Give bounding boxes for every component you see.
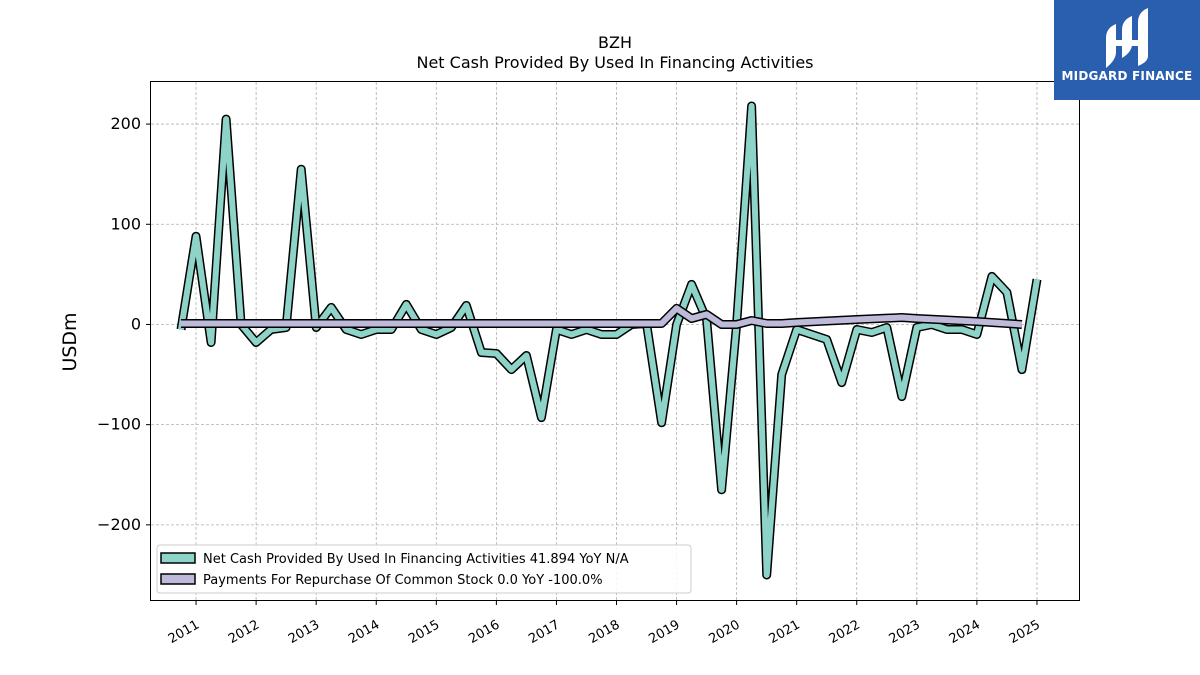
y-tick-label: −100 (97, 415, 141, 434)
chart-title: BZH (598, 33, 632, 52)
y-tick-label: 200 (110, 114, 141, 133)
brand-logo: MIDGARD FINANCE (1054, 0, 1200, 100)
y-tick-label: 100 (110, 214, 141, 233)
legend-swatch (160, 552, 196, 564)
x-tick-label: 2016 (466, 617, 502, 647)
x-tick-label: 2022 (827, 617, 863, 647)
legend-label: Net Cash Provided By Used In Financing A… (203, 552, 629, 567)
legend: Net Cash Provided By Used In Financing A… (156, 544, 692, 594)
x-tick-label: 2013 (286, 617, 322, 647)
x-tick-label: 2024 (947, 617, 983, 647)
y-tick-label: −200 (97, 515, 141, 534)
series-layer (176, 101, 1042, 580)
x-tick-label: 2015 (406, 617, 442, 647)
legend-box (156, 544, 692, 594)
y-axis-label: USDm (59, 312, 81, 371)
x-tick-label: 2014 (346, 617, 382, 647)
logo-text: MIDGARD FINANCE (1061, 69, 1193, 83)
series-line-outline (176, 101, 1042, 580)
y-tick-label: 0 (131, 314, 141, 333)
x-tick-label: 2012 (226, 617, 262, 647)
x-tick-label: 2025 (1007, 617, 1043, 647)
x-tick-label: 2020 (706, 617, 742, 647)
x-tick-label: 2023 (887, 617, 923, 647)
x-tick-label: 2019 (646, 617, 682, 647)
legend-swatch (160, 573, 196, 585)
x-tick-label: 2017 (526, 617, 562, 647)
x-tick-label: 2018 (586, 617, 622, 647)
x-tick-label: 2011 (166, 617, 202, 647)
legend-label: Payments For Repurchase Of Common Stock … (203, 573, 603, 588)
chart-subtitle: Net Cash Provided By Used In Financing A… (416, 53, 813, 72)
x-tick-label: 2021 (767, 617, 803, 647)
plot-frame (150, 81, 1080, 601)
series-line-net-cash-financing (178, 103, 1040, 578)
grid (151, 82, 1079, 600)
series-line-repurchase-stock (181, 305, 1023, 328)
midgard-logo-icon (1106, 8, 1148, 68)
